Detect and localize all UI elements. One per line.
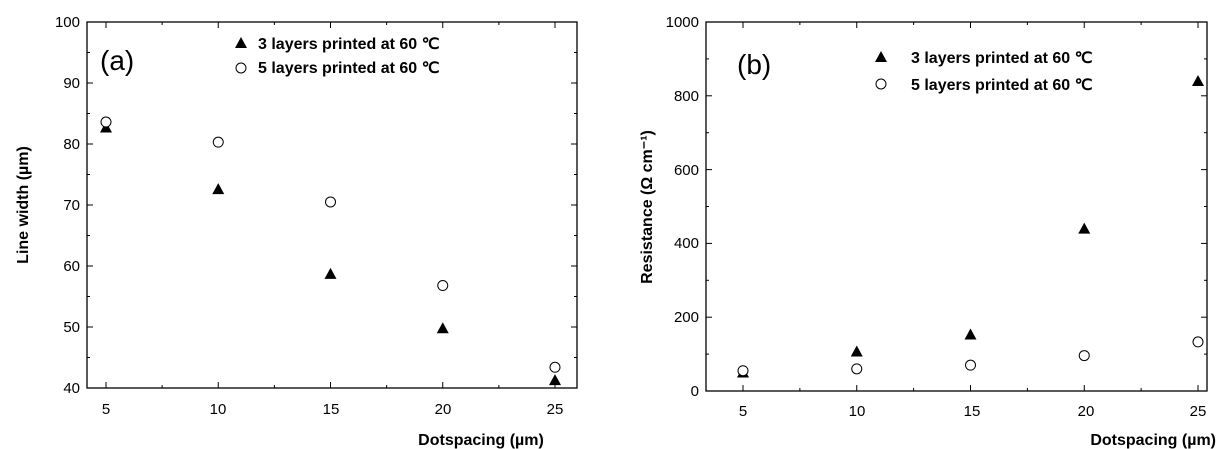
data-point-triangle — [964, 328, 977, 340]
chart-panel-a: 5 10 15 20 25 40 50 60 70 80 90 100 Dots… — [15, 14, 578, 449]
y-axis-title-a: Line width (µm) — [15, 146, 32, 264]
x-tick-label: 25 — [1190, 403, 1207, 420]
x-tick-label: 25 — [547, 401, 564, 418]
panel-label-b: (b) — [737, 49, 771, 80]
data-point-circle — [212, 136, 224, 148]
tick-marks-a — [87, 21, 577, 389]
x-axis-title-a: Dotspacing (µm) — [418, 432, 544, 449]
y-tick-label: 100 — [55, 14, 80, 31]
y-tick-label: 0 — [691, 383, 699, 400]
panel-label-a: (a) — [100, 45, 134, 76]
data-point-circle — [549, 361, 561, 373]
data-point-circle — [1192, 336, 1204, 348]
data-point-triangle — [1192, 75, 1204, 87]
legend-a: 3 layers printed at 60 ℃ 5 layers printe… — [235, 36, 440, 77]
data-point-circle — [437, 280, 449, 292]
y-tick-label: 200 — [674, 309, 699, 326]
y-tick-label: 600 — [674, 162, 699, 179]
data-point-circle — [1078, 350, 1090, 362]
x-tick-label: 5 — [102, 401, 110, 418]
legend-entry: 3 layers printed at 60 ℃ — [258, 36, 440, 53]
legend-marker-circle — [235, 62, 247, 74]
y-tick-label: 70 — [63, 197, 80, 214]
y-tick-label: 800 — [674, 88, 699, 105]
tick-marks-b — [706, 21, 1207, 392]
y-axis-title-b: Resistance (Ω cm⁻¹) — [639, 130, 656, 284]
data-point-triangle — [850, 345, 863, 357]
data-point-triangle — [1078, 222, 1091, 234]
y-tick-label: 400 — [674, 235, 699, 252]
data-point-triangle — [324, 267, 337, 279]
x-axis-title-b: Dotspacing (µm) — [1090, 432, 1216, 449]
x-tick-label: 10 — [849, 403, 866, 420]
legend-entry: 5 layers printed at 60 ℃ — [258, 60, 440, 77]
legend-entry: 5 layers printed at 60 ℃ — [911, 77, 1093, 94]
data-point-circle — [100, 116, 112, 128]
legend-marker-triangle — [235, 37, 247, 48]
x-tick-label: 20 — [435, 401, 452, 418]
legend-b: 3 layers printed at 60 ℃ 5 layers printe… — [875, 50, 1093, 94]
x-tick-label: 15 — [964, 403, 981, 420]
data-point-circle — [737, 365, 749, 377]
y-tick-label: 1000 — [666, 14, 699, 31]
y-tick-label: 50 — [63, 319, 80, 336]
x-tick-label: 5 — [739, 403, 747, 420]
legend-entry: 3 layers printed at 60 ℃ — [911, 50, 1093, 67]
data-point-triangle — [436, 322, 449, 334]
legend-marker-triangle — [875, 51, 887, 62]
data-point-circle — [325, 196, 336, 208]
data-point-triangle — [212, 183, 225, 195]
y-tick-label: 40 — [63, 380, 80, 397]
y-tick-label: 80 — [63, 136, 80, 153]
data-point-circle — [965, 359, 976, 371]
y-tick-label: 60 — [63, 258, 80, 275]
data-points-a — [100, 116, 561, 386]
data-point-circle — [851, 363, 863, 375]
y-tick-label: 90 — [63, 75, 80, 92]
x-tick-label: 15 — [323, 401, 340, 418]
legend-marker-circle — [875, 78, 887, 90]
chart-panel-b: 5 10 15 20 25 0 200 400 600 800 1000 Dot… — [639, 14, 1216, 449]
x-tick-label: 20 — [1078, 403, 1095, 420]
data-points-b — [737, 75, 1204, 378]
x-tick-label: 10 — [210, 401, 227, 418]
data-point-triangle — [549, 374, 561, 386]
